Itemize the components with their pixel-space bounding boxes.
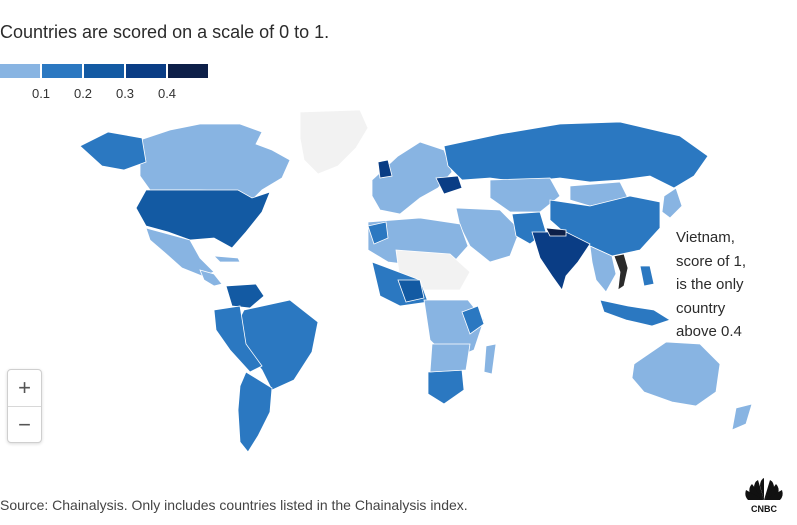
country-south-africa[interactable] [427, 369, 465, 405]
legend-labels: 0.1 0.2 0.3 0.4 [0, 86, 208, 102]
country-nigeria[interactable] [397, 279, 425, 303]
country-peru-bolivia[interactable] [213, 305, 263, 373]
country-greenland[interactable] [299, 109, 369, 175]
country-vietnam[interactable] [613, 253, 629, 291]
legend-swatch-2 [42, 64, 82, 78]
country-usa[interactable] [135, 189, 271, 249]
country-alaska[interactable] [79, 131, 147, 171]
vietnam-annotation: Vietnam, score of 1, is the only country… [676, 226, 776, 344]
country-canada[interactable] [139, 123, 291, 201]
country-new-zealand[interactable] [731, 403, 753, 431]
country-cuba[interactable] [212, 255, 241, 263]
country-japan[interactable] [661, 187, 683, 219]
country-nepal[interactable] [545, 227, 567, 237]
country-australia[interactable] [631, 341, 721, 407]
zoom-in-button[interactable]: + [18, 375, 31, 400]
zoom-out-button[interactable]: − [8, 406, 41, 442]
world-choropleth-map[interactable] [0, 100, 797, 480]
country-ukraine[interactable] [435, 175, 463, 195]
region-europe[interactable] [371, 141, 453, 215]
legend-label-0-1: 0.1 [31, 86, 51, 101]
zoom-control: + − [7, 369, 42, 443]
annotation-line: is the only [676, 276, 744, 293]
map-subtitle: Countries are scored on a scale of 0 to … [0, 22, 330, 42]
logo-text: CNBC [751, 504, 777, 514]
legend-swatch-4 [126, 64, 166, 78]
country-indonesia[interactable] [599, 299, 671, 327]
country-kazakhstan[interactable] [489, 177, 561, 213]
annotation-line: country [676, 299, 726, 317]
legend-label-0-2: 0.2 [73, 86, 93, 101]
country-united-kingdom[interactable] [377, 159, 393, 179]
nbc-peacock-icon: CNBC [745, 478, 783, 514]
country-russia[interactable] [443, 121, 709, 189]
legend-swatch-5 [168, 64, 208, 78]
annotation-line: score of 1, [676, 252, 747, 270]
country-morocco[interactable] [367, 221, 389, 245]
region-southeast-asia[interactable] [589, 245, 617, 293]
source-note: Source: Chainalysis. Only includes count… [0, 497, 468, 513]
annotation-line: above 0.4 [676, 323, 742, 340]
legend-swatch-1 [0, 64, 40, 78]
color-legend: 0.1 0.2 0.3 0.4 [0, 64, 208, 102]
country-kenya[interactable] [461, 305, 485, 335]
country-madagascar[interactable] [483, 343, 497, 375]
country-philippines[interactable] [639, 265, 655, 287]
legend-label-0-3: 0.3 [115, 86, 135, 101]
country-argentina[interactable] [237, 371, 273, 453]
annotation-line: Vietnam, [676, 229, 735, 246]
legend-swatches [0, 64, 208, 78]
legend-label-0-4: 0.4 [157, 86, 177, 101]
country-central-america[interactable] [199, 269, 223, 287]
legend-swatch-3 [84, 64, 124, 78]
country-venezuela[interactable] [225, 283, 265, 309]
region-middle-east[interactable] [455, 207, 521, 263]
country-india[interactable] [531, 231, 591, 291]
region-southern-africa[interactable] [429, 343, 471, 373]
